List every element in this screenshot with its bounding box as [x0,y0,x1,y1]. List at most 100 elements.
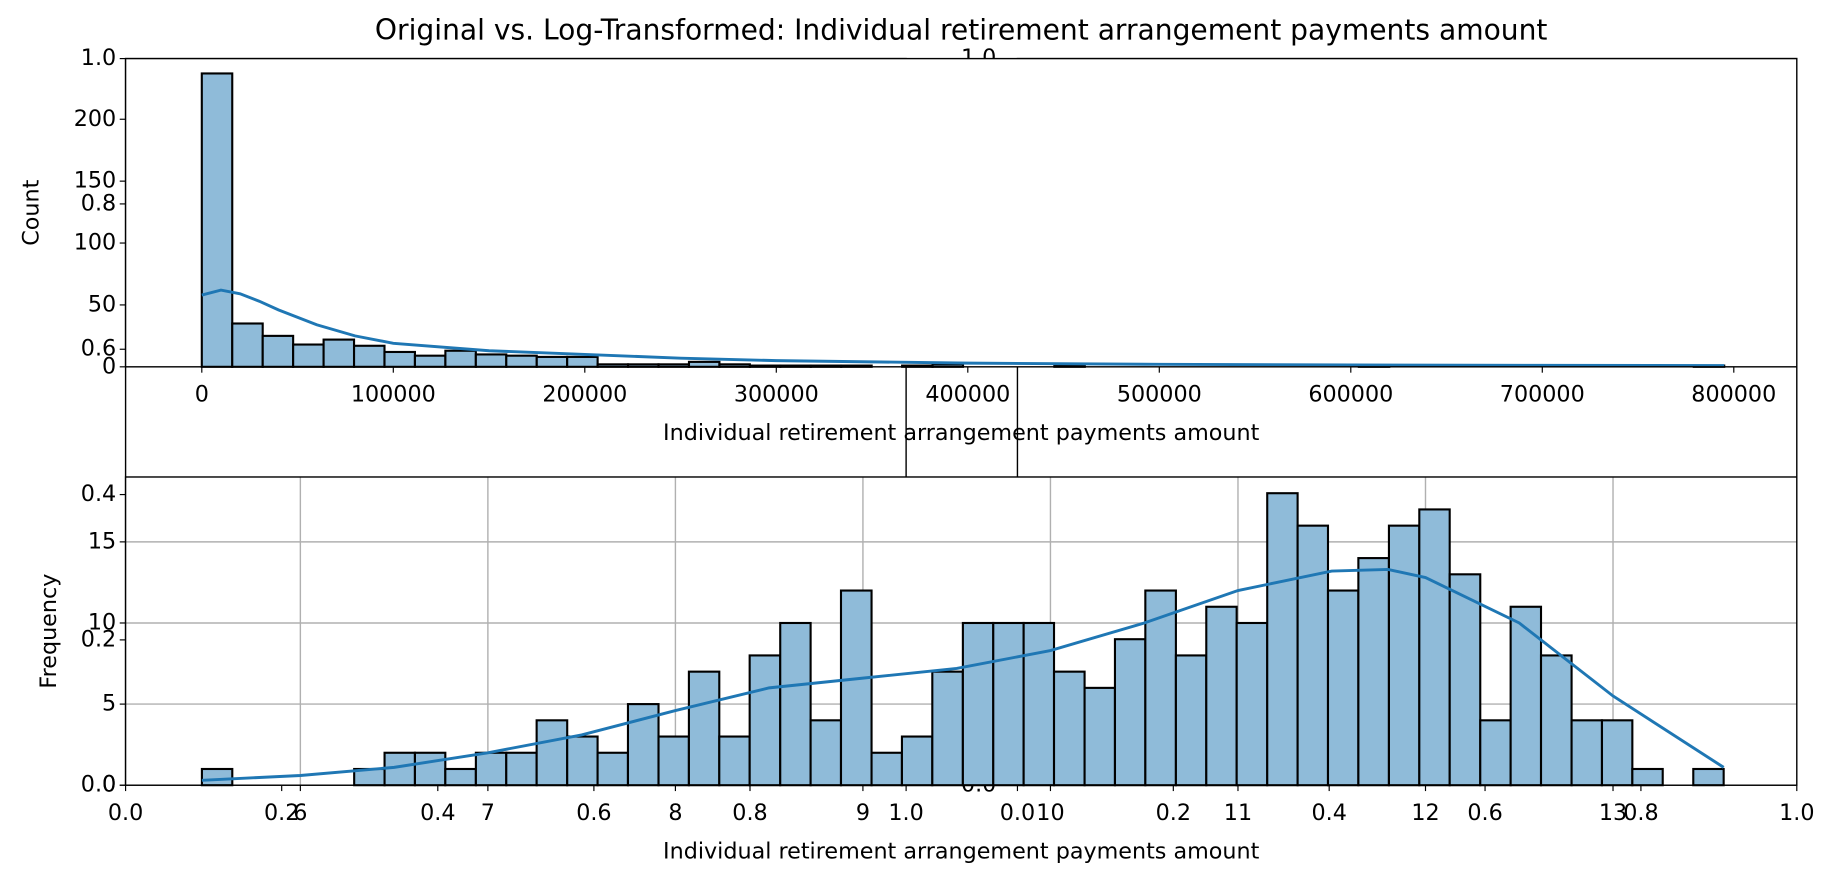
x-tick-label: 200000 [542,381,627,407]
bar [413,354,447,368]
x-axis-label: Individual retirement arrangement paymen… [663,420,1260,446]
y-tick-label: 0 [102,772,116,798]
bar [200,767,234,787]
bar [1052,670,1086,787]
kde-line [201,288,1725,368]
bar [1113,638,1147,787]
x-tick-label: 10 [1036,800,1064,826]
bar [1509,605,1543,787]
x-tick-label: 400000 [925,381,1010,407]
x-tick-label: 0.4 [420,800,455,826]
y-tick-label: 5 [102,691,116,717]
x-tick-label: 500000 [1117,381,1202,407]
bar [444,767,477,787]
y-tick-label: 0.8 [81,190,116,216]
bar [505,751,538,787]
bar [687,360,721,368]
bar [352,344,386,368]
x-tick-label: 1.0 [1779,800,1814,826]
bar [413,751,447,787]
bar [961,621,995,787]
bar [1692,767,1725,787]
x-tick-label: 12 [1411,800,1439,826]
bar [1570,719,1604,787]
y-tick-label: 10 [88,609,116,635]
bar [261,334,295,368]
bar [1296,524,1330,787]
x-tick-label: 0.4 [1311,800,1346,826]
y-tick-label: 150 [74,168,116,194]
y-tick-label: 0 [102,353,116,379]
bar [383,350,416,368]
bar [474,353,508,368]
y-tick-label: 0.4 [81,481,116,507]
bar [566,735,599,787]
bar [1357,557,1390,787]
bar [657,735,690,787]
bar [931,670,964,787]
bar [1631,767,1664,787]
x-tick-label: 0.8 [1623,800,1658,826]
axes-frame [124,57,1798,368]
x-tick-label: 700000 [1500,381,1585,407]
bar [779,621,812,787]
y-tick-label: 1.0 [81,45,116,71]
y-tick-label: 100 [74,230,116,256]
x-tick-label: 1.0 [888,800,923,826]
bar [1600,719,1634,787]
bar [870,751,903,787]
x-tick-label: 0.6 [576,800,611,826]
x-tick-label: 100000 [351,381,436,407]
bar [596,751,630,787]
bar [1266,492,1299,787]
x-tick-label: 0.2 [1156,800,1191,826]
bar [809,719,843,787]
y-axis-label: Frequency [36,574,62,689]
x-axis-label: Individual retirement arrangement paymen… [663,839,1260,865]
x-tick-label: 11 [1224,800,1252,826]
y-axis-label: Count [18,179,44,245]
bar [1235,621,1269,787]
bar [1083,686,1117,787]
bar [992,621,1025,787]
bar [1479,719,1512,787]
x-tick-label: 800000 [1691,381,1776,407]
y-tick-label: 0.0 [81,772,116,798]
bar [231,322,264,368]
bar [1387,524,1421,787]
bar [535,355,569,368]
y-tick-label: 200 [74,106,116,132]
bar [687,670,721,787]
x-tick-label: 0 [195,381,209,407]
bar [1418,508,1451,787]
x-tick-label: 0.2 [264,800,299,826]
bar [1205,605,1238,787]
bar [200,72,234,368]
bar [505,354,538,368]
x-tick-label: 0.0 [108,800,143,826]
x-tick-label: 0.0 [1000,800,1035,826]
x-tick-label: 0.8 [732,800,767,826]
figure-title: Original vs. Log-Transformed: Individual… [375,14,1548,47]
x-tick-label: 13 [1599,800,1627,826]
x-tick-label: 8 [668,800,682,826]
bar [900,735,934,787]
y-tick-label: 0.6 [81,336,116,362]
bar [1448,573,1482,787]
x-tick-label: 6 [293,800,307,826]
kde-line [201,567,1725,782]
bar [839,589,873,787]
bar [444,349,477,368]
x-tick-label: 600000 [1308,381,1393,407]
bar [1174,654,1208,787]
plot-background [125,58,1797,367]
bar [535,719,569,787]
bar [718,735,751,787]
x-tick-label: 7 [481,800,495,826]
y-tick-label: 50 [88,291,116,317]
bar [322,338,356,368]
bar [292,343,325,368]
x-tick-label: 300000 [734,381,819,407]
y-tick-label: 0.2 [81,626,116,652]
